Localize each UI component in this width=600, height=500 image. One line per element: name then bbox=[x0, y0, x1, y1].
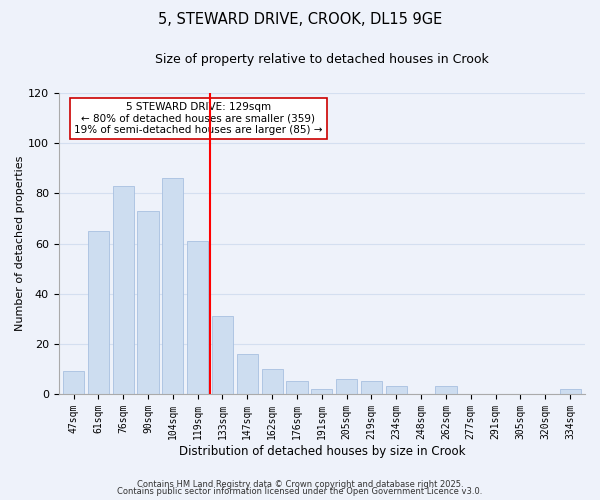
Bar bbox=[187, 241, 208, 394]
Bar bbox=[386, 386, 407, 394]
Bar bbox=[212, 316, 233, 394]
Text: 5 STEWARD DRIVE: 129sqm
← 80% of detached houses are smaller (359)
19% of semi-d: 5 STEWARD DRIVE: 129sqm ← 80% of detache… bbox=[74, 102, 322, 136]
Title: Size of property relative to detached houses in Crook: Size of property relative to detached ho… bbox=[155, 52, 488, 66]
Bar bbox=[286, 382, 308, 394]
Bar bbox=[237, 354, 258, 394]
Bar bbox=[560, 389, 581, 394]
Y-axis label: Number of detached properties: Number of detached properties bbox=[15, 156, 25, 331]
Bar bbox=[88, 231, 109, 394]
Bar bbox=[361, 382, 382, 394]
Bar bbox=[336, 379, 357, 394]
Bar bbox=[436, 386, 457, 394]
Text: Contains HM Land Registry data © Crown copyright and database right 2025.: Contains HM Land Registry data © Crown c… bbox=[137, 480, 463, 489]
Text: 5, STEWARD DRIVE, CROOK, DL15 9GE: 5, STEWARD DRIVE, CROOK, DL15 9GE bbox=[158, 12, 442, 28]
Bar bbox=[137, 211, 158, 394]
Bar bbox=[63, 372, 84, 394]
Bar bbox=[162, 178, 184, 394]
Bar bbox=[311, 389, 332, 394]
X-axis label: Distribution of detached houses by size in Crook: Distribution of detached houses by size … bbox=[179, 444, 465, 458]
Text: Contains public sector information licensed under the Open Government Licence v3: Contains public sector information licen… bbox=[118, 487, 482, 496]
Bar bbox=[113, 186, 134, 394]
Bar bbox=[262, 369, 283, 394]
